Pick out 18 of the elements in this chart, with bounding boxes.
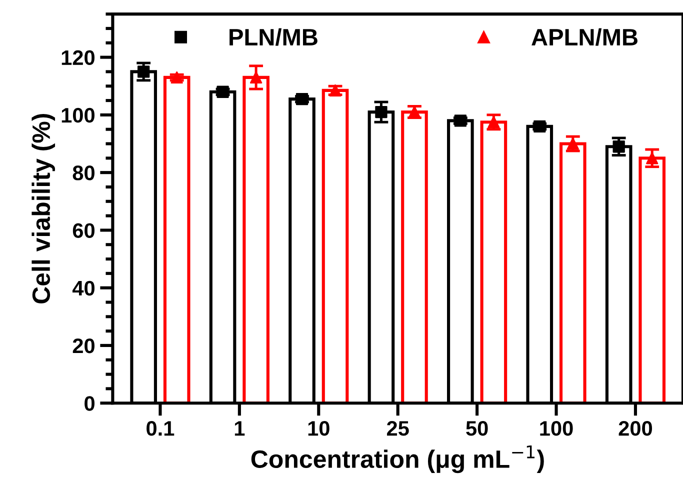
legend-label: PLN/MB	[230, 28, 318, 46]
y-axis-title: Cell viability (%)	[32, 114, 56, 304]
y-tick-label: 0	[84, 396, 94, 411]
x-tick-label: 50	[466, 421, 488, 436]
y-tick-label: 60	[72, 223, 94, 238]
y-tick-label: 20	[72, 338, 94, 354]
x-tick-label: 100	[540, 421, 573, 436]
x-tick-label: 1	[234, 421, 245, 436]
x-tick-label: 10	[308, 421, 330, 436]
y-tick-label: 100	[62, 108, 94, 123]
y-tick-label: 120	[62, 50, 94, 66]
y-tick-label: 40	[72, 280, 94, 296]
x-axis-title: Concentration (μg mL$^{−1}$)	[251, 445, 544, 474]
x-tick-label: 0.1	[146, 421, 174, 436]
legend-label: APLN/MB	[532, 28, 638, 46]
x-tick-label: 200	[618, 421, 652, 436]
y-tick-label: 80	[72, 166, 94, 180]
x-tick-label: 25	[386, 421, 409, 436]
